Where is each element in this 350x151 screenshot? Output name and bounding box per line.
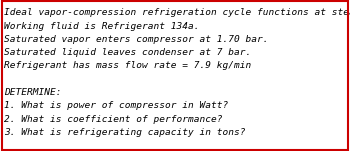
Text: Saturated liquid leaves condenser at 7 bar.: Saturated liquid leaves condenser at 7 b… bbox=[4, 48, 251, 57]
Text: Refrigerant has mass flow rate = 7.9 kg/min: Refrigerant has mass flow rate = 7.9 kg/… bbox=[4, 61, 251, 71]
Text: Working fluid is Refrigerant 134a.: Working fluid is Refrigerant 134a. bbox=[4, 22, 200, 31]
Text: DETERMINE:: DETERMINE: bbox=[4, 88, 62, 97]
Text: 1. What is power of compressor in Watt?: 1. What is power of compressor in Watt? bbox=[4, 101, 229, 110]
Text: Saturated vapor enters compressor at 1.70 bar.: Saturated vapor enters compressor at 1.7… bbox=[4, 35, 269, 44]
Text: Ideal vapor-compression refrigeration cycle functions at steady state.: Ideal vapor-compression refrigeration cy… bbox=[4, 8, 350, 17]
Text: 2. What is coefficient of performance?: 2. What is coefficient of performance? bbox=[4, 115, 223, 124]
Text: 3. What is refrigerating capacity in tons?: 3. What is refrigerating capacity in ton… bbox=[4, 128, 246, 137]
